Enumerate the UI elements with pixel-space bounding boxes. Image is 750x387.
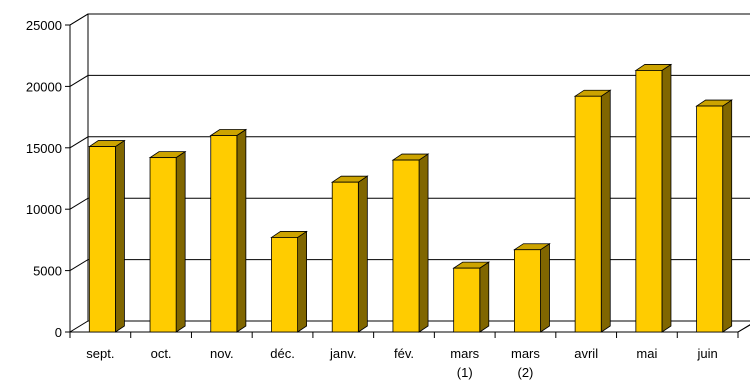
bar-front <box>513 249 541 333</box>
bar-side <box>357 175 368 333</box>
x-tick-label-line: mars <box>511 346 540 361</box>
x-tick-label: déc. <box>270 346 295 361</box>
y-tick-label: 10000 <box>26 202 62 217</box>
bar <box>148 150 187 333</box>
bar <box>573 89 612 333</box>
bar-side <box>600 89 611 333</box>
x-tick-label: juin <box>697 346 718 361</box>
x-tick-label: mars (1) <box>450 346 479 380</box>
x-tick-label: avril <box>574 346 598 361</box>
bar-side <box>175 150 186 333</box>
y-tick-label: 15000 <box>26 141 62 156</box>
bar-side <box>115 139 125 333</box>
x-tick-label: sept. <box>86 346 114 361</box>
bar-front <box>574 95 602 333</box>
bar-front <box>696 105 724 333</box>
bar <box>391 153 430 333</box>
x-tick-label: oct. <box>151 346 172 361</box>
x-tick-label: mars (2) <box>511 346 540 380</box>
bar-front <box>149 157 177 333</box>
bar <box>695 99 734 333</box>
y-tick-label: 0 <box>55 325 62 340</box>
y-tick-label: 20000 <box>26 79 62 94</box>
x-tick-label-line: mai <box>636 346 657 361</box>
x-tick-label: fév. <box>394 346 414 361</box>
x-tick-label-line: (2) <box>518 365 534 380</box>
x-tick-label: nov. <box>210 346 234 361</box>
x-tick-label-line: juin <box>697 346 718 361</box>
x-axis-labels: sept. oct. nov. déc. janv. fév. mars (1) mars (2)… <box>86 346 717 380</box>
x-tick-label: janv. <box>329 346 357 361</box>
x-tick-label-line: déc. <box>270 346 295 361</box>
bar-side <box>236 128 247 333</box>
x-tick-label-line: mars <box>450 346 479 361</box>
bars <box>87 63 734 333</box>
bar-front <box>210 135 238 333</box>
bar <box>634 63 673 333</box>
bar-front <box>88 146 116 333</box>
bar-side <box>418 153 429 333</box>
x-tick-label-line: fév. <box>394 346 414 361</box>
bar-side <box>661 63 672 333</box>
bar-front <box>453 267 481 333</box>
bar-front <box>331 181 359 333</box>
bar <box>452 261 491 333</box>
x-tick-label-line: nov. <box>210 346 234 361</box>
bar <box>209 128 248 333</box>
bar <box>330 175 369 333</box>
bar-side <box>297 230 308 333</box>
bar-side <box>722 99 733 333</box>
floor-right-edge <box>737 324 750 333</box>
x-tick-label-line: avril <box>574 346 598 361</box>
top-edge <box>69 13 89 26</box>
y-tick-label: 5000 <box>33 264 62 279</box>
x-tick-label: mai <box>636 346 657 361</box>
x-tick-label-line: janv. <box>329 346 357 361</box>
y-tick-label: 25000 <box>26 18 62 33</box>
bar-front <box>271 237 299 333</box>
bar-side <box>479 261 490 333</box>
bar-front <box>635 70 663 333</box>
x-tick-label-line: (1) <box>457 365 473 380</box>
bar <box>87 139 126 333</box>
x-tick-label-line: oct. <box>151 346 172 361</box>
x-tick-label-line: sept. <box>86 346 114 361</box>
bar <box>270 230 308 333</box>
bar-side <box>540 242 550 333</box>
y-axis-ticks: 0 5000 10000 15000 20000 25000 <box>26 18 70 340</box>
bar <box>513 242 551 333</box>
bar-front <box>392 159 420 333</box>
